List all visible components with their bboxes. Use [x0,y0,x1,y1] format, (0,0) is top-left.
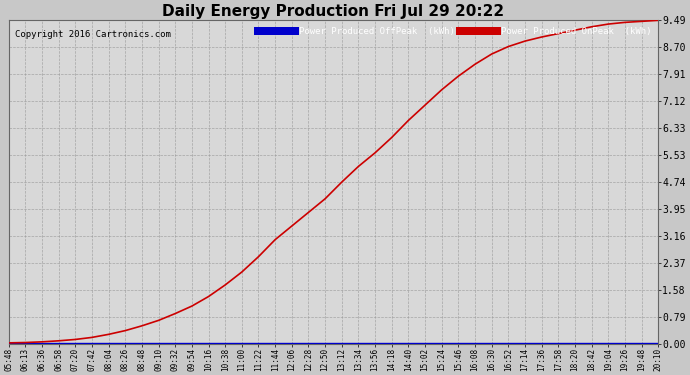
Text: Copyright 2016 Cartronics.com: Copyright 2016 Cartronics.com [15,30,171,39]
Legend: Power Produced OffPeak  (kWh), Power Produced OnPeak  (kWh): Power Produced OffPeak (kWh), Power Prod… [253,25,653,38]
Title: Daily Energy Production Fri Jul 29 20:22: Daily Energy Production Fri Jul 29 20:22 [162,4,504,19]
